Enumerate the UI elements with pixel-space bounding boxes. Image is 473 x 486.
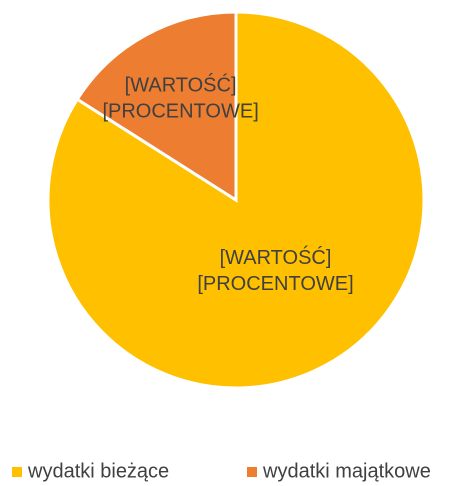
data-label: [PROCENTOWE] (102, 101, 258, 123)
legend-swatch (12, 467, 22, 477)
data-label: [WARTOŚĆ] (125, 73, 237, 97)
legend-label: wydatki bieżące (27, 460, 169, 482)
data-label: [PROCENTOWE] (197, 273, 353, 295)
pie-slice (75, 10, 238, 203)
data-label: [WARTOŚĆ] (220, 245, 332, 269)
legend-swatch (247, 467, 257, 477)
legend-label: wydatki majątkowe (262, 460, 431, 482)
